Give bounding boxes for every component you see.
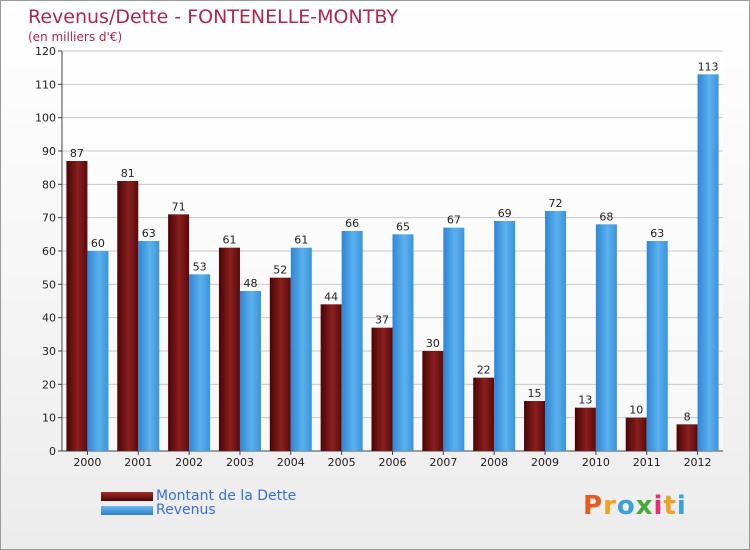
x-tick-label: 2008 (480, 456, 508, 469)
value-label-revenus: 72 (549, 197, 563, 210)
y-tick-label: 20 (42, 378, 56, 391)
x-tick-label: 2007 (429, 456, 457, 469)
x-tick-label: 2001 (124, 456, 152, 469)
value-label-dette: 15 (528, 387, 542, 400)
x-tick-label: 2005 (328, 456, 356, 469)
bar-revenus (646, 241, 668, 451)
y-tick-label: 110 (35, 78, 56, 91)
x-tick-label: 2010 (582, 456, 610, 469)
legend-swatch-dette (101, 491, 153, 501)
logo-letter: P (583, 491, 604, 521)
x-tick-label: 2006 (379, 456, 407, 469)
bar-dette (422, 351, 444, 451)
value-label-dette: 81 (121, 167, 135, 180)
value-label-dette: 52 (273, 264, 287, 277)
bar-revenus (87, 251, 109, 451)
x-tick-label: 2000 (73, 456, 101, 469)
x-tick-label: 2012 (684, 456, 712, 469)
value-label-dette: 71 (172, 200, 186, 213)
chart-title: Revenus/Dette - FONTENELLE-MONTBY (28, 6, 398, 28)
value-label-dette: 61 (222, 234, 236, 247)
value-label-revenus: 68 (599, 210, 613, 223)
y-tick-label: 80 (42, 178, 56, 191)
bar-dette (371, 327, 393, 451)
logo-letter: i (676, 491, 687, 521)
bar-revenus (595, 224, 617, 451)
x-tick-label: 2011 (633, 456, 661, 469)
logo-letter: i (653, 491, 664, 521)
bar-dette (168, 214, 190, 451)
bar-dette (320, 304, 342, 451)
value-label-revenus: 61 (294, 234, 308, 247)
logo-letter: o (616, 491, 636, 521)
logo-letter: r (603, 491, 617, 521)
bar-revenus (138, 241, 160, 451)
y-tick-label: 30 (42, 345, 56, 358)
x-tick-label: 2004 (277, 456, 305, 469)
y-tick-label: 50 (42, 278, 56, 291)
value-label-revenus: 65 (396, 220, 410, 233)
bar-dette (524, 401, 546, 451)
value-label-revenus: 63 (142, 227, 156, 240)
value-label-dette: 10 (629, 404, 643, 417)
value-label-dette: 8 (684, 410, 691, 423)
legend-label-revenus: Revenus (156, 502, 216, 518)
legend-label-dette: Montant de la Dette (156, 488, 297, 504)
bar-dette (117, 181, 139, 451)
y-tick-label: 70 (42, 212, 56, 225)
value-label-dette: 87 (70, 147, 84, 160)
x-tick-label: 2002 (175, 456, 203, 469)
value-label-dette: 22 (477, 364, 491, 377)
bar-revenus (697, 74, 719, 451)
bar-revenus (290, 247, 312, 451)
bar-dette (574, 407, 596, 451)
legend-item-revenus: Revenus (101, 502, 216, 518)
chart-subtitle: (en milliers d'€) (28, 30, 123, 44)
bar-dette (676, 424, 698, 451)
value-label-revenus: 67 (447, 214, 461, 227)
value-label-revenus: 53 (193, 260, 207, 273)
y-tick-label: 60 (42, 245, 56, 258)
value-label-revenus: 69 (498, 207, 512, 220)
x-tick-label: 2003 (226, 456, 254, 469)
y-tick-label: 120 (35, 45, 56, 58)
legend-item-dette: Montant de la Dette (101, 488, 296, 504)
logo-letter: x (635, 491, 654, 521)
bar-revenus (239, 291, 261, 451)
bar-revenus (545, 211, 567, 451)
bar-revenus (189, 274, 211, 451)
x-tick-label: 2009 (531, 456, 559, 469)
value-label-dette: 37 (375, 314, 389, 327)
logo-letter: t (663, 491, 677, 521)
y-tick-label: 90 (42, 145, 56, 158)
value-label-revenus: 63 (650, 227, 664, 240)
bar-dette (66, 161, 88, 451)
bar-dette (473, 377, 495, 451)
legend-swatch-revenus (101, 505, 153, 515)
value-label-revenus: 113 (698, 60, 719, 73)
bar-revenus (341, 231, 363, 451)
value-label-revenus: 48 (243, 277, 257, 290)
bar-dette (269, 277, 291, 451)
value-label-dette: 30 (426, 337, 440, 350)
y-tick-label: 40 (42, 312, 56, 325)
bar-revenus (392, 234, 414, 451)
y-tick-label: 0 (49, 445, 56, 458)
bar-revenus (494, 221, 516, 451)
proxiti-logo: Proxiti (583, 491, 687, 521)
bar-revenus (443, 227, 465, 451)
bar-dette (625, 417, 647, 451)
y-tick-label: 10 (42, 412, 56, 425)
value-label-revenus: 66 (345, 217, 359, 230)
bar-dette (218, 247, 240, 451)
value-label-revenus: 60 (91, 237, 105, 250)
value-label-dette: 44 (324, 290, 338, 303)
value-label-dette: 13 (578, 394, 592, 407)
y-tick-label: 100 (35, 112, 56, 125)
